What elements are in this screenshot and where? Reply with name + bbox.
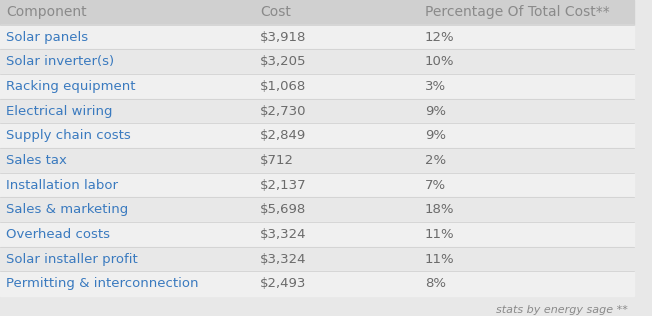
Text: $3,205: $3,205 — [260, 55, 306, 68]
Text: $3,324: $3,324 — [260, 252, 306, 265]
Text: Installation labor: Installation labor — [7, 179, 119, 191]
Text: 2%: 2% — [425, 154, 446, 167]
Text: stats by energy sage **: stats by energy sage ** — [496, 305, 628, 315]
Bar — [0, 74, 634, 99]
Text: $3,324: $3,324 — [260, 228, 306, 241]
Text: Electrical wiring: Electrical wiring — [7, 105, 113, 118]
Bar — [0, 25, 634, 49]
Text: $2,137: $2,137 — [260, 179, 306, 191]
Text: Solar inverter(s): Solar inverter(s) — [7, 55, 115, 68]
Bar — [0, 49, 634, 74]
Text: Sales & marketing: Sales & marketing — [7, 203, 128, 216]
Text: 11%: 11% — [425, 252, 454, 265]
Text: $2,730: $2,730 — [260, 105, 306, 118]
Text: Cost: Cost — [260, 5, 291, 19]
Text: Sales tax: Sales tax — [7, 154, 67, 167]
Text: 9%: 9% — [425, 105, 446, 118]
Text: Component: Component — [7, 5, 87, 19]
Text: $712: $712 — [260, 154, 294, 167]
Text: 8%: 8% — [425, 277, 446, 290]
Text: Solar installer profit: Solar installer profit — [7, 252, 138, 265]
Text: $2,493: $2,493 — [260, 277, 306, 290]
Bar — [0, 0, 634, 25]
Text: Overhead costs: Overhead costs — [7, 228, 110, 241]
Text: Solar panels: Solar panels — [7, 31, 89, 44]
Text: $5,698: $5,698 — [260, 203, 306, 216]
Text: 9%: 9% — [425, 129, 446, 142]
Bar — [0, 148, 634, 173]
Bar — [0, 99, 634, 123]
Text: Percentage Of Total Cost**: Percentage Of Total Cost** — [425, 5, 610, 19]
Text: 10%: 10% — [425, 55, 454, 68]
Bar — [0, 123, 634, 148]
Text: Racking equipment: Racking equipment — [7, 80, 136, 93]
Text: Supply chain costs: Supply chain costs — [7, 129, 131, 142]
Bar — [0, 222, 634, 247]
Text: Permitting & interconnection: Permitting & interconnection — [7, 277, 199, 290]
Text: 11%: 11% — [425, 228, 454, 241]
Bar — [0, 198, 634, 222]
Text: 18%: 18% — [425, 203, 454, 216]
Bar — [0, 247, 634, 271]
Bar — [0, 271, 634, 296]
Text: 7%: 7% — [425, 179, 446, 191]
Bar — [0, 173, 634, 198]
Text: $3,918: $3,918 — [260, 31, 306, 44]
Text: 12%: 12% — [425, 31, 454, 44]
Text: 3%: 3% — [425, 80, 446, 93]
Text: $1,068: $1,068 — [260, 80, 306, 93]
Text: $2,849: $2,849 — [260, 129, 306, 142]
